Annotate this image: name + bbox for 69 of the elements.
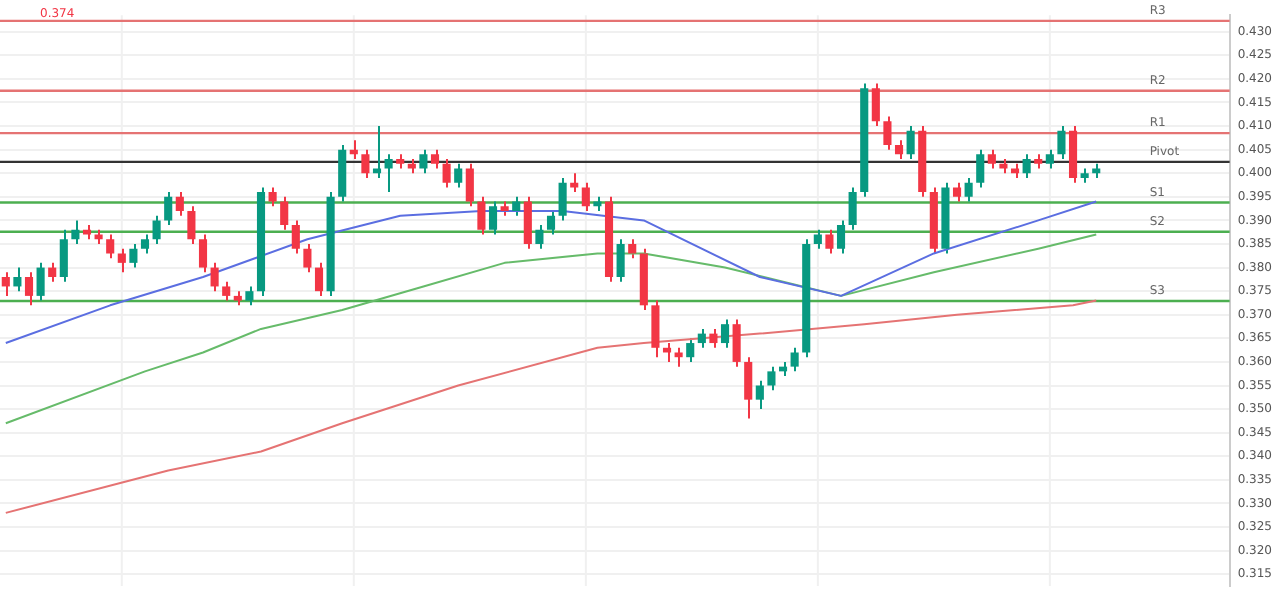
candlestick	[1045, 148, 1054, 170]
candlestick	[442, 158, 451, 189]
candlestick	[871, 82, 880, 128]
candlestick	[222, 280, 231, 302]
candlestick	[976, 148, 985, 189]
candlestick	[24, 271, 34, 307]
candlestick	[755, 379, 764, 411]
candlestick	[628, 238, 637, 260]
candlestick	[198, 233, 208, 274]
candlestick	[813, 228, 822, 250]
candlestick	[106, 233, 115, 260]
candlestick	[477, 195, 486, 236]
candlestick	[790, 346, 799, 373]
candlestick	[709, 327, 718, 349]
candlestick	[384, 153, 393, 194]
candlestick	[175, 191, 184, 217]
candlestick	[59, 228, 68, 283]
candlestick	[13, 266, 22, 293]
candlestick	[894, 139, 904, 161]
candlestick	[152, 214, 161, 245]
candlestick	[361, 148, 370, 179]
candlestick	[36, 261, 45, 302]
candlestick	[129, 242, 138, 269]
candlestick	[303, 242, 312, 274]
candlestick	[338, 143, 347, 203]
candlestick	[164, 191, 173, 227]
candlestick	[523, 195, 532, 250]
candlestick	[825, 228, 834, 255]
candlestick	[268, 186, 277, 208]
candlestick	[836, 219, 846, 255]
candlestick	[883, 115, 892, 151]
candlestick	[581, 181, 590, 212]
candlestick	[686, 337, 695, 363]
candlestick	[430, 148, 440, 170]
candlestick	[651, 299, 660, 359]
candlestick	[1057, 125, 1066, 161]
candlestick	[767, 365, 776, 392]
candlestick	[616, 238, 625, 283]
candlestick	[210, 261, 219, 293]
candlestick	[512, 195, 521, 217]
candlestick	[546, 209, 556, 236]
candlestick	[558, 176, 567, 222]
candlestick	[987, 148, 996, 170]
candlestick	[1068, 125, 1078, 184]
candlestick	[720, 318, 730, 349]
candlestick	[1022, 153, 1031, 179]
candlestick	[732, 318, 741, 368]
candlestick	[117, 247, 126, 274]
candlestick	[314, 261, 324, 297]
candlestick	[187, 205, 196, 245]
candlestick	[245, 285, 254, 307]
candlestick	[906, 125, 915, 161]
candlestick	[454, 162, 463, 189]
candlestick	[848, 186, 857, 231]
candlestick	[674, 346, 683, 368]
candlestick	[140, 233, 150, 255]
candlestick	[488, 200, 498, 236]
candlestick	[535, 224, 544, 250]
candlestick	[48, 261, 57, 283]
candlestick	[1, 271, 10, 297]
candlestick	[697, 327, 706, 349]
candlestick	[291, 219, 300, 255]
candlestick	[744, 356, 753, 420]
candlestick	[964, 176, 973, 203]
candlestick	[71, 219, 80, 245]
candlestick	[952, 181, 962, 203]
candlestick	[280, 195, 289, 231]
candlestick	[419, 148, 428, 175]
candlestick	[465, 162, 474, 208]
